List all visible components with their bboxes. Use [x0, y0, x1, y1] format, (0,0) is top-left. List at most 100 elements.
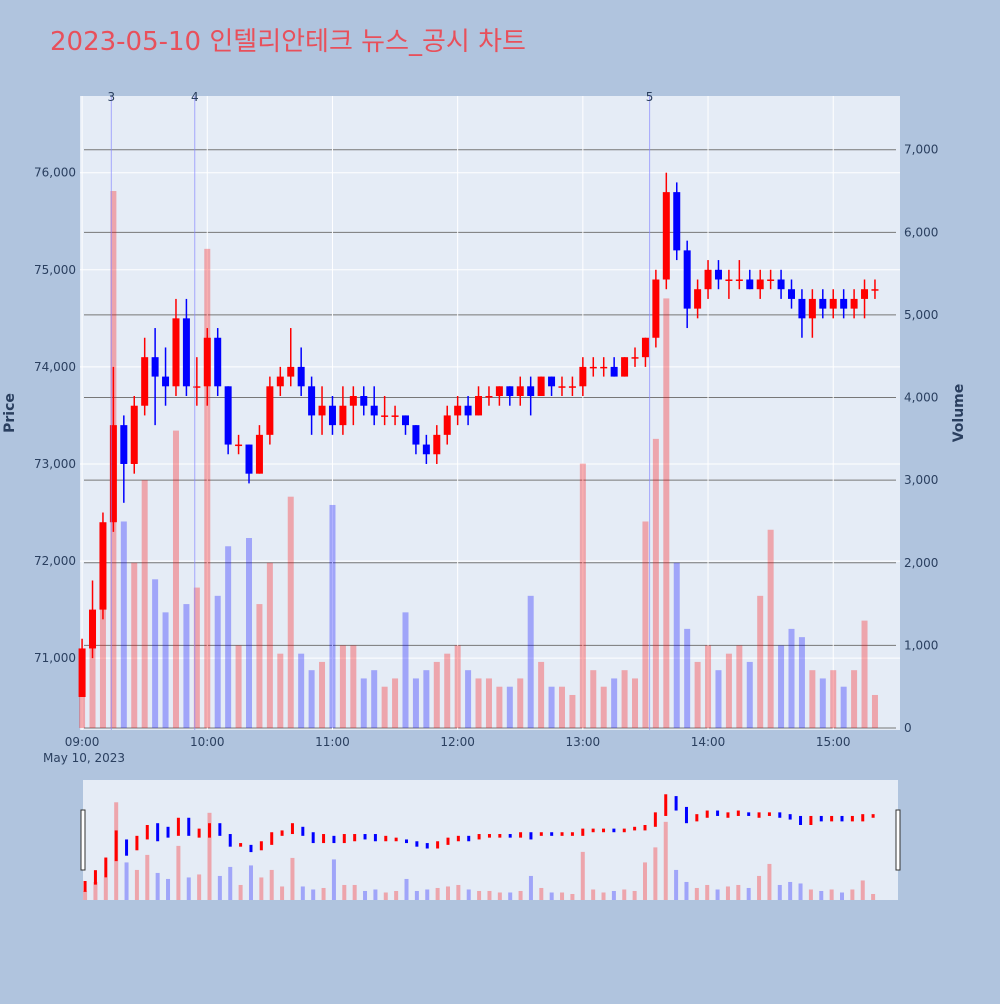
volume-bar: [871, 694, 878, 729]
volume-bar: [329, 504, 336, 729]
candle-body: [224, 386, 232, 445]
y-tick-label: 75,000: [34, 263, 76, 277]
candle-body: [850, 298, 858, 309]
annotation-label: 4: [191, 90, 199, 104]
volume-bar: [798, 637, 805, 729]
candle-body: [840, 298, 848, 309]
volume-bar: [412, 678, 419, 729]
volume-bar: [725, 653, 732, 729]
volume-bar: [402, 612, 409, 729]
candle-body: [182, 318, 190, 387]
slider-volume-bar: [580, 851, 585, 900]
candle-body: [109, 425, 117, 523]
volume-bar: [444, 653, 451, 729]
volume-bar: [694, 661, 701, 729]
volume-bar: [465, 670, 472, 729]
candle-body: [381, 415, 389, 417]
candle-body: [454, 405, 462, 416]
volume-bar: [266, 562, 273, 729]
slider-handle[interactable]: [80, 809, 86, 871]
volume-bar: [141, 480, 148, 729]
volume-bar: [840, 686, 847, 729]
candle-body: [631, 357, 639, 359]
candle-body: [537, 376, 545, 397]
slider-volume-bar: [93, 881, 98, 900]
candle-body: [141, 357, 149, 406]
candle-body: [464, 405, 472, 416]
volume-bar: [663, 298, 670, 729]
volume-bar: [684, 628, 691, 729]
volume-bar: [642, 521, 649, 729]
slider-volume-bar: [622, 889, 627, 900]
volume-bar: [214, 595, 221, 729]
candle-body: [506, 386, 514, 397]
y-tick-label: 71,000: [34, 651, 76, 665]
volume-bar: [611, 678, 618, 729]
slider-volume-bar: [674, 869, 679, 900]
x-tick-label: 09:00: [65, 735, 100, 749]
candle-body: [162, 376, 170, 387]
candle-body: [589, 366, 597, 369]
slider-volume-bar: [124, 862, 129, 900]
slider-volume-bar: [259, 877, 264, 900]
slider-volume-bar: [591, 889, 596, 900]
slider-volume-bar: [414, 890, 419, 900]
candle-body: [861, 289, 869, 299]
slider-volume-bar: [352, 884, 357, 900]
y2-tick-label: 1,000: [904, 638, 938, 652]
volume-bar: [506, 686, 513, 729]
candle-body: [788, 289, 796, 299]
candle-body: [401, 415, 409, 426]
annotation-label: 5: [646, 90, 654, 104]
x-tick-label: 10:00: [190, 735, 225, 749]
slider-volume-bar: [570, 893, 575, 900]
y2-tick-label: 4,000: [904, 391, 938, 405]
slider-volume-bar: [383, 892, 388, 900]
volume-bar: [99, 604, 106, 729]
candle-body: [433, 434, 441, 455]
range-slider[interactable]: [83, 780, 898, 900]
volume-bar: [819, 678, 826, 729]
slider-handle[interactable]: [895, 809, 901, 871]
slider-volume-bar: [632, 890, 637, 900]
volume-bar: [569, 694, 576, 729]
volume-bar: [517, 678, 524, 729]
slider-volume-bar: [808, 889, 813, 900]
slider-volume-bar: [819, 890, 824, 900]
candle-body: [203, 337, 211, 387]
volume-bar: [287, 496, 294, 729]
candle-body: [777, 279, 785, 290]
volume-bar: [172, 430, 179, 729]
candle-body: [99, 522, 107, 610]
volume-bar: [485, 678, 492, 729]
slider-volume-bar: [300, 886, 305, 900]
candle-body: [871, 289, 879, 291]
slider-volume-bar: [539, 887, 544, 900]
slider-volume-bar: [477, 890, 482, 900]
volume-bar: [538, 661, 545, 729]
slider-volume-bar: [757, 875, 762, 900]
slider-volume-bar: [560, 892, 565, 900]
candle-body: [652, 279, 660, 338]
candle-body: [662, 192, 670, 280]
slider-volume-bar: [321, 887, 326, 900]
slider-volume-bar: [404, 878, 409, 900]
volume-bar: [851, 670, 858, 729]
volume-bar: [392, 678, 399, 729]
slider-volume-bar: [176, 845, 181, 900]
candle-body: [495, 386, 503, 397]
volume-bar: [830, 670, 837, 729]
volume-bar: [246, 537, 253, 729]
slider-volume-bar: [653, 847, 658, 900]
volume-bar: [632, 678, 639, 729]
candle-body: [130, 405, 138, 464]
slider-volume-bar: [528, 875, 533, 900]
candle-body: [422, 444, 430, 455]
chart-title: 2023-05-10 인텔리안테크 뉴스_공시 차트: [50, 27, 526, 57]
y2-tick-label: 3,000: [904, 473, 938, 487]
volume-bar: [454, 645, 461, 729]
volume-bar: [788, 628, 795, 729]
volume-bar: [152, 579, 159, 729]
candle-body: [328, 405, 336, 426]
candle-body: [443, 415, 451, 435]
